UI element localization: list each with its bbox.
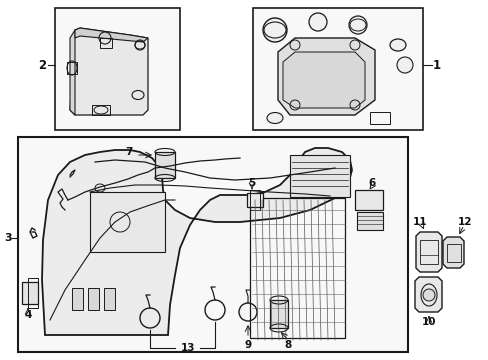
Text: 4: 4	[24, 310, 32, 320]
Circle shape	[396, 57, 412, 73]
Ellipse shape	[389, 39, 405, 51]
Polygon shape	[415, 232, 441, 272]
Text: 13: 13	[181, 343, 195, 353]
Bar	[104, 288, 115, 310]
Circle shape	[422, 289, 434, 301]
Bar	[356, 212, 382, 230]
Bar	[249, 198, 345, 338]
Text: 9: 9	[244, 340, 251, 350]
Polygon shape	[278, 38, 374, 115]
Text: 5: 5	[248, 178, 255, 188]
Bar	[446, 244, 460, 262]
Bar	[252, 8, 422, 130]
Bar	[90, 192, 164, 252]
Bar	[88, 288, 99, 310]
Polygon shape	[70, 28, 148, 115]
Circle shape	[263, 18, 286, 42]
Bar	[22, 282, 38, 304]
Polygon shape	[283, 52, 364, 108]
Bar	[269, 300, 287, 328]
Bar	[55, 8, 180, 130]
Polygon shape	[42, 148, 351, 335]
Circle shape	[308, 13, 326, 31]
Text: 6: 6	[367, 178, 375, 188]
Text: 2: 2	[38, 59, 46, 72]
Text: 3: 3	[4, 233, 12, 243]
Circle shape	[348, 16, 366, 34]
Polygon shape	[442, 237, 463, 268]
Bar	[100, 38, 112, 48]
Polygon shape	[414, 277, 441, 312]
Bar	[67, 62, 77, 74]
Bar	[28, 278, 38, 308]
Bar	[72, 288, 83, 310]
Bar	[354, 190, 382, 210]
Bar	[419, 240, 437, 264]
Text: 10: 10	[421, 317, 435, 327]
Ellipse shape	[266, 112, 283, 123]
Polygon shape	[75, 28, 148, 42]
Bar	[155, 152, 175, 178]
Text: 8: 8	[284, 340, 291, 350]
Bar	[249, 190, 260, 210]
Bar	[289, 155, 349, 197]
Bar	[246, 193, 263, 207]
Text: 7: 7	[125, 147, 133, 157]
Bar	[18, 137, 407, 352]
Bar	[92, 105, 110, 115]
Text: 1: 1	[432, 59, 440, 72]
Text: 12: 12	[457, 217, 471, 227]
Bar	[369, 112, 389, 124]
Polygon shape	[70, 30, 75, 115]
Text: 11: 11	[412, 217, 427, 227]
